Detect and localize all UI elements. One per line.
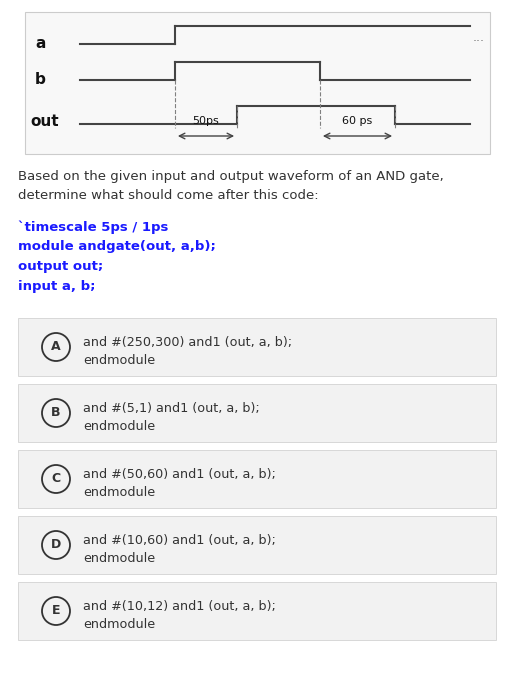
Text: and #(250,300) and1 (out, a, b);: and #(250,300) and1 (out, a, b); [83,336,292,349]
Text: out: out [30,115,59,129]
Text: endmodule: endmodule [83,618,155,631]
Text: endmodule: endmodule [83,420,155,433]
Text: endmodule: endmodule [83,354,155,367]
Text: endmodule: endmodule [83,486,155,499]
Text: ...: ... [473,31,485,44]
FancyBboxPatch shape [18,582,496,640]
Text: input a, b;: input a, b; [18,280,96,293]
Text: b: b [35,73,46,87]
Text: 60 ps: 60 ps [342,116,373,126]
Text: D: D [51,538,61,551]
Text: module andgate(out, a,b);: module andgate(out, a,b); [18,240,216,253]
Text: endmodule: endmodule [83,552,155,565]
FancyBboxPatch shape [18,450,496,508]
Text: 50ps: 50ps [193,116,219,126]
Text: and #(5,1) and1 (out, a, b);: and #(5,1) and1 (out, a, b); [83,402,260,415]
Text: and #(50,60) and1 (out, a, b);: and #(50,60) and1 (out, a, b); [83,468,276,481]
Text: a: a [35,37,45,52]
Text: C: C [51,473,61,485]
Text: determine what should come after this code:: determine what should come after this co… [18,189,319,202]
Text: A: A [51,340,61,353]
FancyBboxPatch shape [18,384,496,442]
FancyBboxPatch shape [25,12,490,154]
Text: `timescale 5ps / 1ps: `timescale 5ps / 1ps [18,220,169,233]
Text: Based on the given input and output waveform of an AND gate,: Based on the given input and output wave… [18,170,444,183]
Text: E: E [52,605,60,618]
Text: and #(10,12) and1 (out, a, b);: and #(10,12) and1 (out, a, b); [83,600,276,613]
Text: and #(10,60) and1 (out, a, b);: and #(10,60) and1 (out, a, b); [83,534,276,547]
Text: B: B [51,407,61,420]
Text: output out;: output out; [18,260,103,273]
FancyBboxPatch shape [18,318,496,376]
FancyBboxPatch shape [18,516,496,574]
